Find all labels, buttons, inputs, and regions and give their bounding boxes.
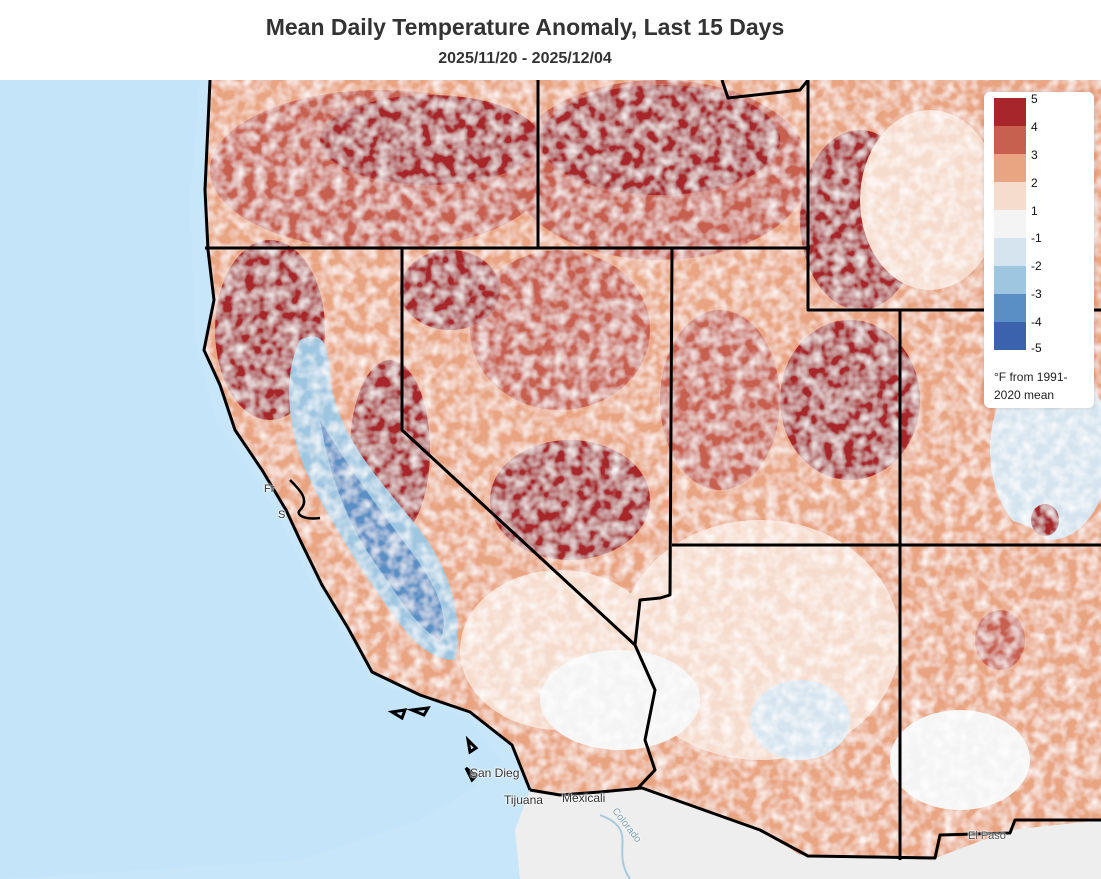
city-label-sf-1: Fr (264, 483, 275, 495)
legend-tick: -3 (1031, 287, 1042, 301)
legend-swatch-5 (994, 238, 1026, 266)
legend-tick: -1 (1031, 231, 1042, 245)
map-title: Mean Daily Temperature Anomaly, Last 15 … (265, 14, 785, 40)
channel-islands (387, 706, 479, 783)
legend: 5 4 3 2 1 -1 -2 -3 -4 -5 °F from 1991-20… (984, 92, 1094, 408)
legend-tick: 3 (1031, 148, 1038, 162)
city-label-tijuana: Tijuana (504, 793, 543, 807)
legend-tick: -2 (1031, 259, 1042, 273)
legend-swatch-0 (994, 98, 1026, 126)
legend-tick: -4 (1031, 315, 1042, 329)
legend-swatch-8 (994, 322, 1026, 350)
city-label-mexicali: Mexicali (562, 791, 606, 805)
legend-swatch-6 (994, 266, 1026, 294)
city-label-el-paso: El Paso (968, 830, 1006, 842)
legend-tick: 4 (1031, 120, 1038, 134)
legend-swatch-2 (994, 154, 1026, 182)
legend-tick: 5 (1031, 92, 1038, 106)
mexico-land (515, 788, 1101, 879)
legend-tick: 1 (1031, 204, 1038, 218)
city-label-sf-2: S (278, 509, 286, 521)
legend-swatch-1 (994, 126, 1026, 154)
legend-tick: 2 (1031, 176, 1038, 190)
legend-units-note: °F from 1991-2020 mean (994, 370, 1068, 402)
legend-swatch-4 (994, 210, 1026, 238)
legend-swatch-3 (994, 182, 1026, 210)
map-header: Mean Daily Temperature Anomaly, Last 15 … (0, 0, 1101, 80)
legend-swatch-7 (994, 294, 1026, 322)
anomaly-map[interactable]: San Dieg Tijuana Mexicali Colorado El Pa… (0, 80, 1101, 879)
city-label-san-diego: San Dieg (470, 766, 520, 780)
anomaly-field (204, 80, 1101, 860)
legend-tick: -5 (1031, 341, 1042, 355)
map-date-range: 2025/11/20 - 2025/12/04 (438, 50, 612, 67)
